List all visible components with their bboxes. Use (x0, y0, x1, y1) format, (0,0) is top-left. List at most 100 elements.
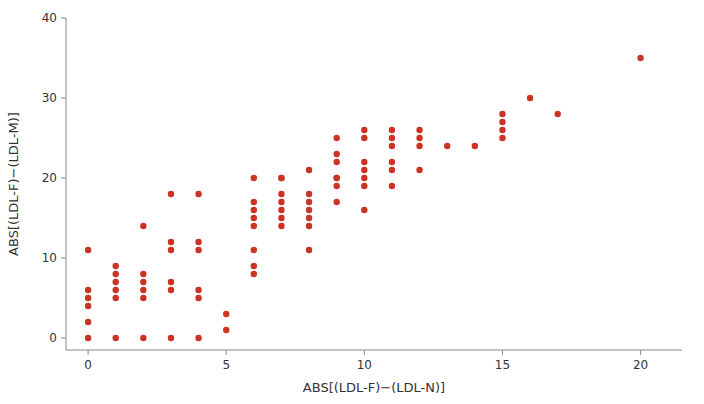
point (334, 159, 340, 165)
point (416, 167, 422, 173)
point (251, 207, 257, 213)
y-tick-label: 10 (42, 251, 57, 265)
point (168, 247, 174, 253)
point (637, 55, 643, 61)
point (306, 199, 312, 205)
point (251, 271, 257, 277)
point (113, 271, 119, 277)
point (85, 319, 91, 325)
x-tick (364, 350, 365, 355)
point (195, 191, 201, 197)
x-tick-label: 20 (633, 358, 648, 372)
point (444, 143, 450, 149)
y-tick-label: 40 (42, 11, 57, 25)
point (306, 215, 312, 221)
point (334, 199, 340, 205)
point (195, 295, 201, 301)
point (168, 335, 174, 341)
x-tick-label: 0 (84, 358, 92, 372)
point (334, 151, 340, 157)
x-tick (640, 350, 641, 355)
point (251, 215, 257, 221)
point (416, 127, 422, 133)
point (389, 183, 395, 189)
point (278, 175, 284, 181)
point (85, 303, 91, 309)
y-tick (61, 258, 66, 259)
point (223, 311, 229, 317)
point (195, 239, 201, 245)
axes: 05101520010203040 (42, 11, 682, 372)
point (140, 223, 146, 229)
point (223, 327, 229, 333)
point (195, 335, 201, 341)
chart-svg: 05101520010203040ABS[(LDL-F)−(LDL-N)]ABS… (0, 0, 704, 404)
point (554, 111, 560, 117)
point (140, 335, 146, 341)
point (416, 143, 422, 149)
y-tick-label: 30 (42, 91, 57, 105)
point (113, 335, 119, 341)
point (251, 175, 257, 181)
point (251, 263, 257, 269)
point (278, 207, 284, 213)
point (85, 335, 91, 341)
x-axis-line (66, 350, 682, 351)
point (195, 247, 201, 253)
point (499, 127, 505, 133)
point (472, 143, 478, 149)
point (527, 95, 533, 101)
point (251, 199, 257, 205)
y-tick-label: 20 (42, 171, 57, 185)
chart-container: 05101520010203040ABS[(LDL-F)−(LDL-N)]ABS… (0, 0, 704, 404)
point (168, 191, 174, 197)
point (140, 271, 146, 277)
point (85, 247, 91, 253)
point (195, 287, 201, 293)
point (389, 159, 395, 165)
point (85, 287, 91, 293)
x-tick-label: 10 (357, 358, 372, 372)
x-tick (502, 350, 503, 355)
x-axis-label: ABS[(LDL-F)−(LDL-N)] (303, 380, 445, 395)
point (389, 135, 395, 141)
point (168, 287, 174, 293)
x-tick (88, 350, 89, 355)
point (251, 223, 257, 229)
point (499, 135, 505, 141)
point (251, 247, 257, 253)
point (306, 247, 312, 253)
point (361, 167, 367, 173)
y-tick (61, 98, 66, 99)
point (334, 183, 340, 189)
point (168, 239, 174, 245)
point (416, 135, 422, 141)
x-tick-label: 5 (222, 358, 230, 372)
point (361, 159, 367, 165)
point (278, 191, 284, 197)
point (334, 175, 340, 181)
point (278, 215, 284, 221)
point (499, 111, 505, 117)
y-axis-label: ABS[(LDL-F)−(LDL-M)] (6, 112, 21, 256)
points (85, 55, 644, 341)
point (113, 295, 119, 301)
point (334, 175, 340, 181)
point (306, 223, 312, 229)
point (389, 143, 395, 149)
point (306, 191, 312, 197)
point (361, 175, 367, 181)
y-tick (61, 178, 66, 179)
point (306, 167, 312, 173)
y-tick-label: 0 (49, 331, 57, 345)
point (113, 263, 119, 269)
y-tick (61, 338, 66, 339)
y-axis-line (66, 18, 67, 350)
x-tick (226, 350, 227, 355)
point (389, 127, 395, 133)
point (278, 223, 284, 229)
point (168, 279, 174, 285)
point (140, 295, 146, 301)
point (361, 135, 367, 141)
point (499, 119, 505, 125)
